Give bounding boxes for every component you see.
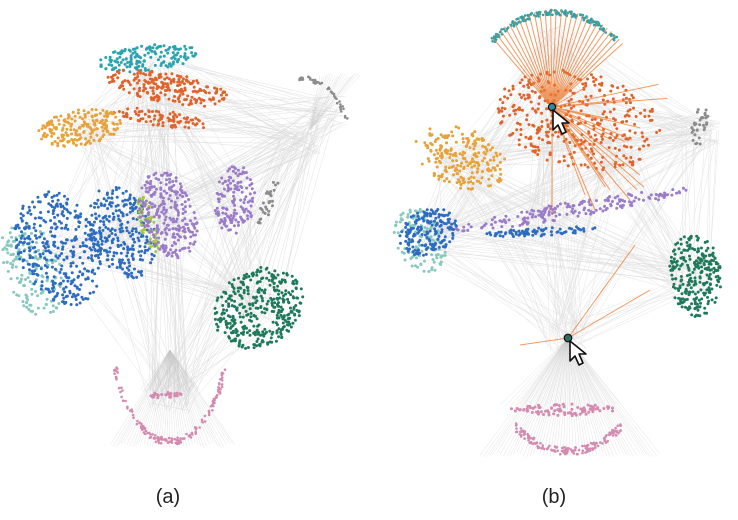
panel-a-fan-mid bbox=[139, 349, 201, 393]
panel-a-cluster-pink-top bbox=[149, 391, 183, 400]
panel-a-fan-top-right bbox=[309, 72, 361, 131]
cursor-arrow-icon bbox=[569, 340, 587, 366]
panel-b-cluster-purple bbox=[454, 186, 688, 233]
panel-a-cluster-teal bbox=[99, 43, 198, 74]
panel-a-cluster-blue-left bbox=[13, 190, 103, 307]
panel-b-cluster-blue bbox=[398, 208, 458, 257]
panel-b-arc-pink bbox=[514, 422, 622, 456]
panel-b-fan-mid bbox=[499, 337, 621, 408]
selected-node-top bbox=[547, 102, 557, 112]
panel-b-highlighted-edges bbox=[491, 9, 668, 346]
panel-a-cluster-gray bbox=[256, 180, 280, 225]
panel-b-caption: (b) bbox=[541, 486, 567, 508]
panel-b-arc-teal bbox=[490, 8, 619, 44]
panel-b-cluster-blue-band bbox=[485, 225, 597, 238]
cursor-arrow-icon bbox=[552, 109, 570, 135]
panel-b-cluster-pink-top bbox=[510, 402, 614, 418]
selected-node-bottom bbox=[563, 333, 573, 343]
panel-a-caption: (a) bbox=[155, 486, 181, 508]
panel-a-cluster-purple-2 bbox=[213, 165, 257, 235]
panel-a-cluster-gold bbox=[37, 108, 123, 148]
panel-a-arc-gray bbox=[298, 75, 349, 120]
panel-b-cluster-gray bbox=[690, 108, 710, 146]
panel-a-arc-pink bbox=[112, 366, 227, 446]
panel-a-cluster-orange-2 bbox=[111, 106, 205, 130]
panel-b-cluster-green bbox=[668, 234, 722, 318]
panel-b-graph bbox=[392, 8, 722, 458]
panel-b-cluster-gold bbox=[414, 125, 507, 191]
panel-a-edges bbox=[40, 46, 347, 414]
panel-a-cluster-orange bbox=[106, 68, 228, 108]
panel-a-cluster-purple bbox=[137, 171, 199, 260]
panel-a-cluster-green bbox=[213, 266, 305, 350]
panel-a-graph bbox=[1, 43, 361, 448]
